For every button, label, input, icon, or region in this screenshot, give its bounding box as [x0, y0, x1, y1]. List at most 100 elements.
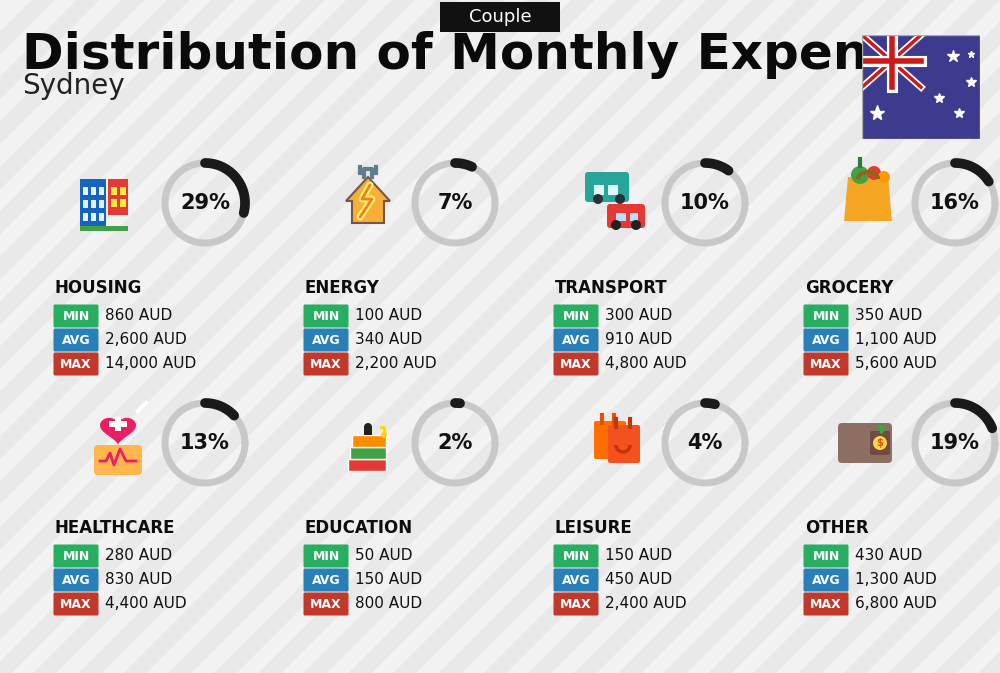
FancyBboxPatch shape	[870, 431, 890, 455]
Text: MIN: MIN	[812, 549, 840, 563]
Text: 860 AUD: 860 AUD	[105, 308, 172, 324]
Text: Couple: Couple	[469, 8, 531, 26]
FancyBboxPatch shape	[304, 328, 349, 351]
Bar	[80, 226, 128, 231]
Text: MAX: MAX	[560, 357, 592, 371]
Circle shape	[878, 171, 890, 183]
FancyBboxPatch shape	[554, 592, 598, 616]
Text: MAX: MAX	[310, 357, 342, 371]
Bar	[99, 213, 104, 221]
FancyBboxPatch shape	[594, 421, 626, 459]
Text: OTHER: OTHER	[805, 519, 869, 537]
Text: 6,800 AUD: 6,800 AUD	[855, 596, 937, 612]
FancyBboxPatch shape	[804, 544, 848, 567]
FancyBboxPatch shape	[304, 592, 349, 616]
Text: 430 AUD: 430 AUD	[855, 548, 922, 563]
Text: MAX: MAX	[810, 357, 842, 371]
Text: AVG: AVG	[812, 573, 840, 586]
Circle shape	[615, 194, 625, 204]
Polygon shape	[100, 418, 136, 445]
Text: 800 AUD: 800 AUD	[355, 596, 422, 612]
Text: $: $	[877, 438, 883, 448]
Text: 450 AUD: 450 AUD	[605, 573, 672, 588]
Text: AVG: AVG	[812, 334, 840, 347]
Text: 7%: 7%	[437, 193, 473, 213]
Bar	[83, 187, 88, 195]
Text: 150 AUD: 150 AUD	[355, 573, 422, 588]
Text: 4%: 4%	[687, 433, 723, 453]
FancyBboxPatch shape	[94, 445, 142, 475]
Bar	[120, 187, 126, 195]
FancyBboxPatch shape	[554, 544, 598, 567]
FancyBboxPatch shape	[54, 304, 98, 328]
Text: 150 AUD: 150 AUD	[605, 548, 672, 563]
Text: MIN: MIN	[312, 310, 340, 322]
Circle shape	[593, 194, 603, 204]
Text: 4,400 AUD: 4,400 AUD	[105, 596, 187, 612]
Text: MIN: MIN	[312, 549, 340, 563]
Text: 910 AUD: 910 AUD	[605, 332, 672, 347]
Text: 2%: 2%	[437, 433, 473, 453]
Text: 14,000 AUD: 14,000 AUD	[105, 357, 196, 371]
Bar	[99, 200, 104, 208]
Text: 29%: 29%	[180, 193, 230, 213]
Text: HOUSING: HOUSING	[55, 279, 142, 297]
FancyBboxPatch shape	[608, 425, 640, 463]
Text: AVG: AVG	[312, 334, 340, 347]
Circle shape	[851, 166, 869, 184]
Text: 4,800 AUD: 4,800 AUD	[605, 357, 687, 371]
Bar	[348, 459, 386, 471]
Circle shape	[631, 220, 641, 230]
Text: 340 AUD: 340 AUD	[355, 332, 422, 347]
Text: ENERGY: ENERGY	[305, 279, 380, 297]
Circle shape	[381, 432, 387, 438]
Polygon shape	[844, 177, 892, 221]
FancyBboxPatch shape	[554, 569, 598, 592]
Text: MIN: MIN	[62, 549, 90, 563]
FancyBboxPatch shape	[54, 353, 98, 376]
Text: 16%: 16%	[930, 193, 980, 213]
FancyBboxPatch shape	[804, 592, 848, 616]
Bar	[111, 199, 117, 207]
Text: 2,400 AUD: 2,400 AUD	[605, 596, 687, 612]
Text: Sydney: Sydney	[22, 72, 125, 100]
FancyBboxPatch shape	[304, 544, 349, 567]
FancyBboxPatch shape	[554, 304, 598, 328]
Text: 5,600 AUD: 5,600 AUD	[855, 357, 937, 371]
Circle shape	[867, 166, 881, 180]
Circle shape	[364, 423, 372, 431]
Text: AVG: AVG	[562, 573, 590, 586]
Text: HEALTHCARE: HEALTHCARE	[55, 519, 176, 537]
Bar	[616, 213, 626, 221]
FancyBboxPatch shape	[54, 328, 98, 351]
Text: 100 AUD: 100 AUD	[355, 308, 422, 324]
Bar	[608, 185, 618, 195]
Text: 2,200 AUD: 2,200 AUD	[355, 357, 437, 371]
Bar	[99, 187, 104, 195]
FancyBboxPatch shape	[54, 569, 98, 592]
Text: 13%: 13%	[180, 433, 230, 453]
FancyBboxPatch shape	[440, 2, 560, 32]
FancyBboxPatch shape	[54, 592, 98, 616]
Bar	[91, 200, 96, 208]
Text: MIN: MIN	[812, 310, 840, 322]
Text: MAX: MAX	[560, 598, 592, 610]
Text: AVG: AVG	[62, 573, 90, 586]
Circle shape	[611, 220, 621, 230]
Text: 1,100 AUD: 1,100 AUD	[855, 332, 937, 347]
Bar	[91, 213, 96, 221]
Bar	[115, 417, 121, 431]
Bar	[80, 179, 106, 231]
FancyBboxPatch shape	[585, 172, 629, 202]
Bar	[108, 179, 128, 215]
Circle shape	[873, 436, 887, 450]
Bar	[594, 185, 604, 195]
Text: GROCERY: GROCERY	[805, 279, 893, 297]
Bar	[364, 427, 372, 435]
FancyBboxPatch shape	[607, 204, 645, 228]
FancyBboxPatch shape	[554, 328, 598, 351]
Text: Distribution of Monthly Expenses: Distribution of Monthly Expenses	[22, 31, 962, 79]
Bar	[83, 213, 88, 221]
Polygon shape	[346, 177, 390, 223]
Text: EDUCATION: EDUCATION	[305, 519, 413, 537]
